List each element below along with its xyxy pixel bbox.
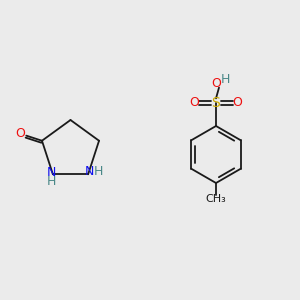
Text: O: O — [190, 96, 199, 109]
Text: N: N — [47, 166, 56, 179]
Text: H: H — [221, 73, 230, 86]
Text: H: H — [93, 165, 103, 178]
Text: CH₃: CH₃ — [206, 194, 226, 205]
Text: O: O — [233, 96, 242, 109]
Text: O: O — [15, 127, 25, 140]
Text: O: O — [212, 77, 221, 90]
Text: H: H — [47, 175, 56, 188]
Text: S: S — [212, 96, 220, 110]
Text: N: N — [85, 165, 94, 178]
